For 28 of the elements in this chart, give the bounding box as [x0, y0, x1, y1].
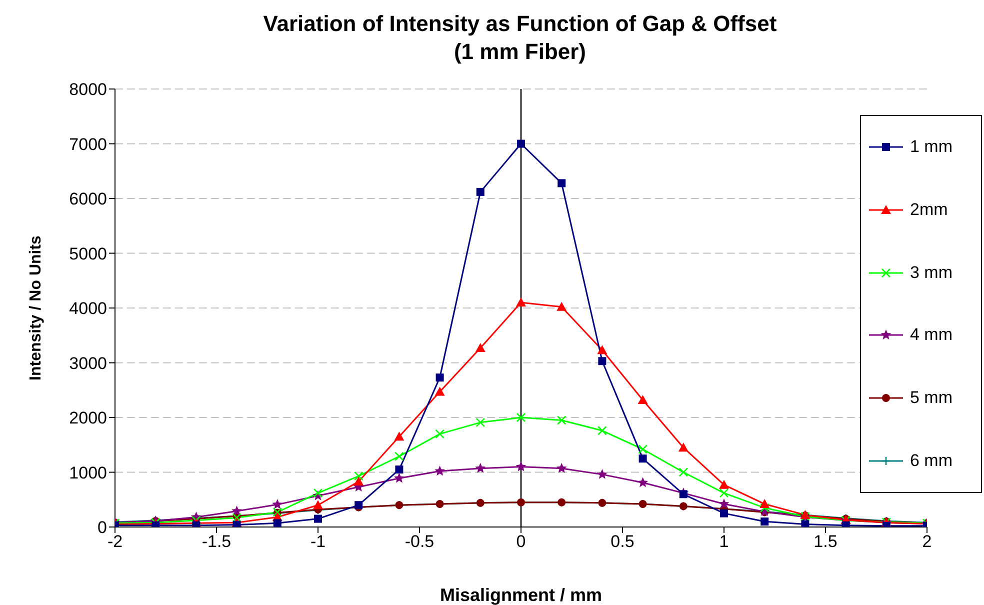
chart-subtitle: (1 mm Fiber) [452, 38, 588, 66]
y-tick-label: 2000 [69, 408, 107, 428]
x-tick-label: -1.5 [202, 532, 232, 552]
x-tick-label: 0 [516, 532, 526, 552]
x-tick-label: -1 [310, 532, 326, 552]
x-tick-label: -2 [107, 532, 123, 552]
x-tick-label: -0.5 [404, 532, 434, 552]
y-tick-label: 7000 [69, 134, 107, 154]
x-tick-label: 0.5 [610, 532, 634, 552]
x-tick-label: 1 [719, 532, 729, 552]
chart-title: Variation of Intensity as Function of Gap & Offset [262, 10, 778, 38]
x-axis-title: Misalignment / mm [440, 585, 602, 605]
y-tick-label: 1000 [69, 463, 107, 482]
legend-label: 5 mm [910, 388, 952, 408]
x-tick-label: 1.5 [814, 532, 838, 552]
legend-label: 2mm [910, 200, 948, 220]
y-tick-label: 5000 [69, 244, 107, 264]
y-tick-label: 6000 [69, 190, 107, 209]
y-tick-label: 8000 [69, 80, 107, 100]
legend-label: 1 mm [910, 137, 952, 158]
y-tick-label: 3000 [69, 354, 107, 373]
y-axis-title: Intensity / No Units [28, 235, 45, 380]
legend-label: 3 mm [910, 262, 952, 283]
legend-label: 4 mm [910, 325, 952, 346]
y-tick-label: 0 [98, 518, 107, 538]
y-tick-label: 4000 [69, 299, 107, 318]
legend-label: 6 mm [910, 450, 952, 471]
x-tick-label: 2 [922, 532, 932, 552]
